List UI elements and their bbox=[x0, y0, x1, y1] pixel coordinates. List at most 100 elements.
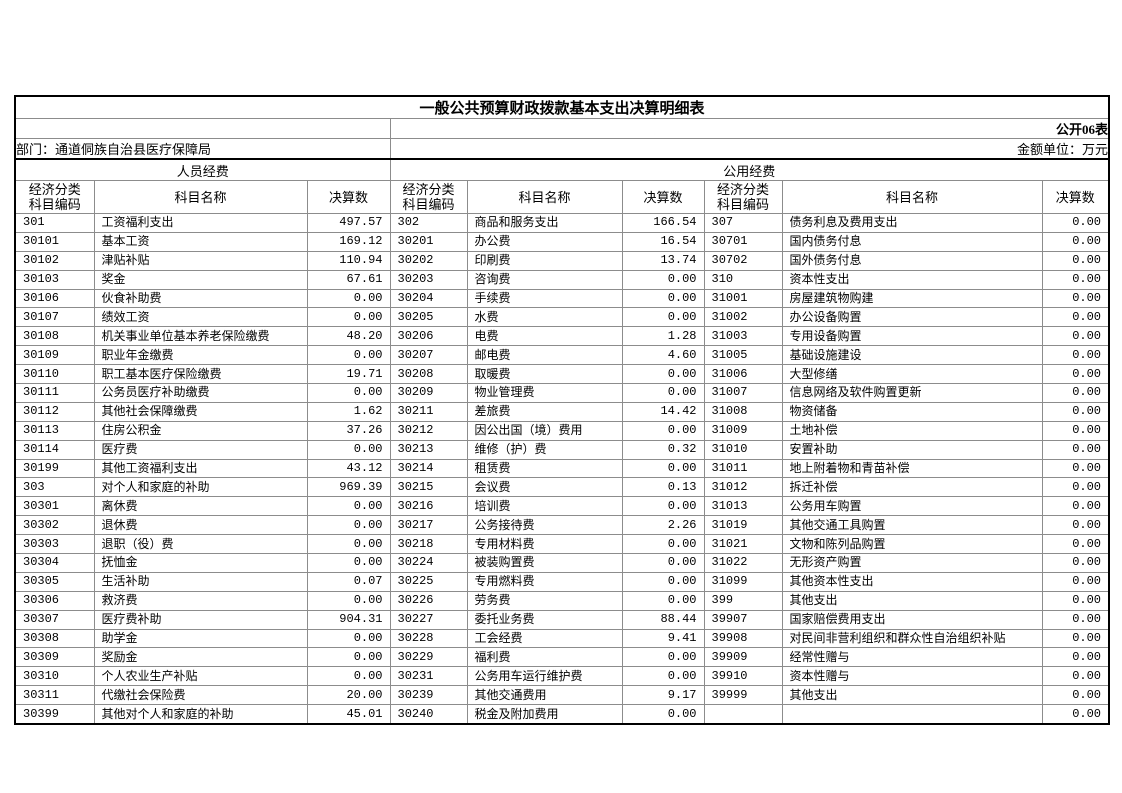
col-header-code-line2: 科目编码 bbox=[28, 197, 81, 212]
table-row: 30110 职工基本医疗保险缴费 19.71 30208 取暖费 0.00 31… bbox=[14, 364, 1110, 385]
name-cell: 专用设备购置 bbox=[781, 326, 1043, 347]
name-cell: 委托业务费 bbox=[466, 609, 623, 630]
name-cell: 培训费 bbox=[466, 496, 623, 517]
code-cell: 30305 bbox=[14, 571, 95, 592]
code-cell: 31001 bbox=[703, 288, 783, 309]
value-cell: 16.54 bbox=[621, 231, 705, 252]
col-header-name-2: 科目名称 bbox=[466, 180, 623, 214]
value-cell: 0.07 bbox=[306, 571, 391, 592]
code-cell: 302 bbox=[389, 213, 468, 233]
name-cell: 税金及附加费用 bbox=[466, 704, 623, 725]
code-cell: 30212 bbox=[389, 420, 468, 441]
code-cell: 30211 bbox=[389, 401, 468, 422]
name-cell: 经常性赠与 bbox=[781, 647, 1043, 668]
code-cell: 30110 bbox=[14, 364, 95, 385]
table-row: 30199 其他工资福利支出 43.12 30214 租赁费 0.00 3101… bbox=[14, 458, 1110, 479]
value-cell: 67.61 bbox=[306, 269, 391, 290]
value-cell: 0.00 bbox=[1041, 590, 1110, 611]
value-cell: 45.01 bbox=[306, 704, 391, 725]
code-cell: 30301 bbox=[14, 496, 95, 517]
code-cell: 30202 bbox=[389, 250, 468, 271]
name-cell: 其他工资福利支出 bbox=[93, 458, 308, 479]
name-cell: 其他社会保障缴费 bbox=[93, 401, 308, 422]
name-cell: 国外债务付息 bbox=[781, 250, 1043, 271]
col-header-code-2: 经济分类 科目编码 bbox=[389, 180, 468, 214]
name-cell: 退职（役）费 bbox=[93, 534, 308, 555]
section-personnel-funds: 人员经费 bbox=[14, 158, 391, 181]
table-row: 30308 助学金 0.00 30228 工会经费 9.41 39908 对民间… bbox=[14, 628, 1110, 649]
name-cell: 工资福利支出 bbox=[93, 213, 308, 233]
name-cell: 商品和服务支出 bbox=[466, 213, 623, 233]
table-row: 30307 医疗费补助 904.31 30227 委托业务费 88.44 399… bbox=[14, 609, 1110, 630]
table-row: 30304 抚恤金 0.00 30224 被装购置费 0.00 31022 无形… bbox=[14, 553, 1110, 573]
table-row: 30108 机关事业单位基本养老保险缴费 48.20 30206 电费 1.28… bbox=[14, 326, 1110, 347]
col-header-code-line1: 经济分类 bbox=[28, 182, 81, 197]
code-cell: 30208 bbox=[389, 364, 468, 385]
value-cell: 0.00 bbox=[1041, 534, 1110, 555]
sheet-label-row: 公开06表 bbox=[14, 118, 1110, 139]
table-row: 30107 绩效工资 0.00 30205 水费 0.00 31002 办公设备… bbox=[14, 307, 1110, 328]
col-header-value-2: 决算数 bbox=[621, 180, 705, 214]
value-cell: 13.74 bbox=[621, 250, 705, 271]
name-cell: 对个人和家庭的补助 bbox=[93, 477, 308, 498]
value-cell: 0.00 bbox=[306, 553, 391, 573]
code-cell: 30101 bbox=[14, 231, 95, 252]
code-cell: 31010 bbox=[703, 439, 783, 460]
code-cell: 31009 bbox=[703, 420, 783, 441]
code-cell bbox=[703, 704, 783, 725]
value-cell: 0.00 bbox=[1041, 496, 1110, 517]
value-cell: 88.44 bbox=[621, 609, 705, 630]
value-cell: 0.00 bbox=[306, 383, 391, 403]
name-cell: 专用燃料费 bbox=[466, 571, 623, 592]
name-cell: 福利费 bbox=[466, 647, 623, 668]
value-cell: 166.54 bbox=[621, 213, 705, 233]
table-row: 30114 医疗费 0.00 30213 维修（护）费 0.32 31010 安… bbox=[14, 439, 1110, 460]
code-cell: 31013 bbox=[703, 496, 783, 517]
code-cell: 31008 bbox=[703, 401, 783, 422]
value-cell: 0.00 bbox=[1041, 458, 1110, 479]
name-cell: 奖金 bbox=[93, 269, 308, 290]
value-cell: 0.00 bbox=[621, 420, 705, 441]
section-header-row: 人员经费 公用经费 bbox=[14, 158, 1110, 181]
code-cell: 30112 bbox=[14, 401, 95, 422]
name-cell: 其他对个人和家庭的补助 bbox=[93, 704, 308, 725]
budget-detail-table: 一般公共预算财政拨款基本支出决算明细表 公开06表 部门：通道侗族自治县医疗保障… bbox=[14, 95, 1110, 726]
value-cell: 14.42 bbox=[621, 401, 705, 422]
name-cell: 其他支出 bbox=[781, 685, 1043, 706]
value-cell: 0.00 bbox=[1041, 571, 1110, 592]
name-cell: 机关事业单位基本养老保险缴费 bbox=[93, 326, 308, 347]
value-cell: 0.00 bbox=[621, 458, 705, 479]
value-cell: 0.00 bbox=[621, 704, 705, 725]
name-cell: 职业年金缴费 bbox=[93, 345, 308, 366]
col-header-name-3: 科目名称 bbox=[781, 180, 1043, 214]
value-cell: 1.62 bbox=[306, 401, 391, 422]
name-cell: 其他资本性支出 bbox=[781, 571, 1043, 592]
code-cell: 30111 bbox=[14, 383, 95, 403]
value-cell: 904.31 bbox=[306, 609, 391, 630]
value-cell: 0.00 bbox=[306, 628, 391, 649]
value-cell: 0.00 bbox=[306, 534, 391, 555]
code-cell: 31011 bbox=[703, 458, 783, 479]
code-cell: 30204 bbox=[389, 288, 468, 309]
name-cell: 资本性支出 bbox=[781, 269, 1043, 290]
name-cell: 租赁费 bbox=[466, 458, 623, 479]
name-cell: 手续费 bbox=[466, 288, 623, 309]
name-cell: 地上附着物和青苗补偿 bbox=[781, 458, 1043, 479]
value-cell: 4.60 bbox=[621, 345, 705, 366]
value-cell: 0.00 bbox=[621, 553, 705, 573]
title-row: 一般公共预算财政拨款基本支出决算明细表 bbox=[15, 95, 1109, 119]
name-cell: 劳务费 bbox=[466, 590, 623, 611]
table-row: 30102 津贴补贴 110.94 30202 印刷费 13.74 30702 … bbox=[14, 250, 1110, 271]
code-cell: 30107 bbox=[14, 307, 95, 328]
name-cell: 助学金 bbox=[93, 628, 308, 649]
code-cell: 399 bbox=[703, 590, 783, 611]
value-cell: 48.20 bbox=[306, 326, 391, 347]
code-cell: 30218 bbox=[389, 534, 468, 555]
code-cell: 30217 bbox=[389, 515, 468, 536]
name-cell: 救济费 bbox=[93, 590, 308, 611]
value-cell: 0.00 bbox=[621, 383, 705, 403]
code-cell: 30103 bbox=[14, 269, 95, 290]
table-row: 30311 代缴社会保险费 20.00 30239 其他交通费用 9.17 39… bbox=[14, 685, 1110, 706]
name-cell: 工会经费 bbox=[466, 628, 623, 649]
code-cell: 30701 bbox=[703, 231, 783, 252]
